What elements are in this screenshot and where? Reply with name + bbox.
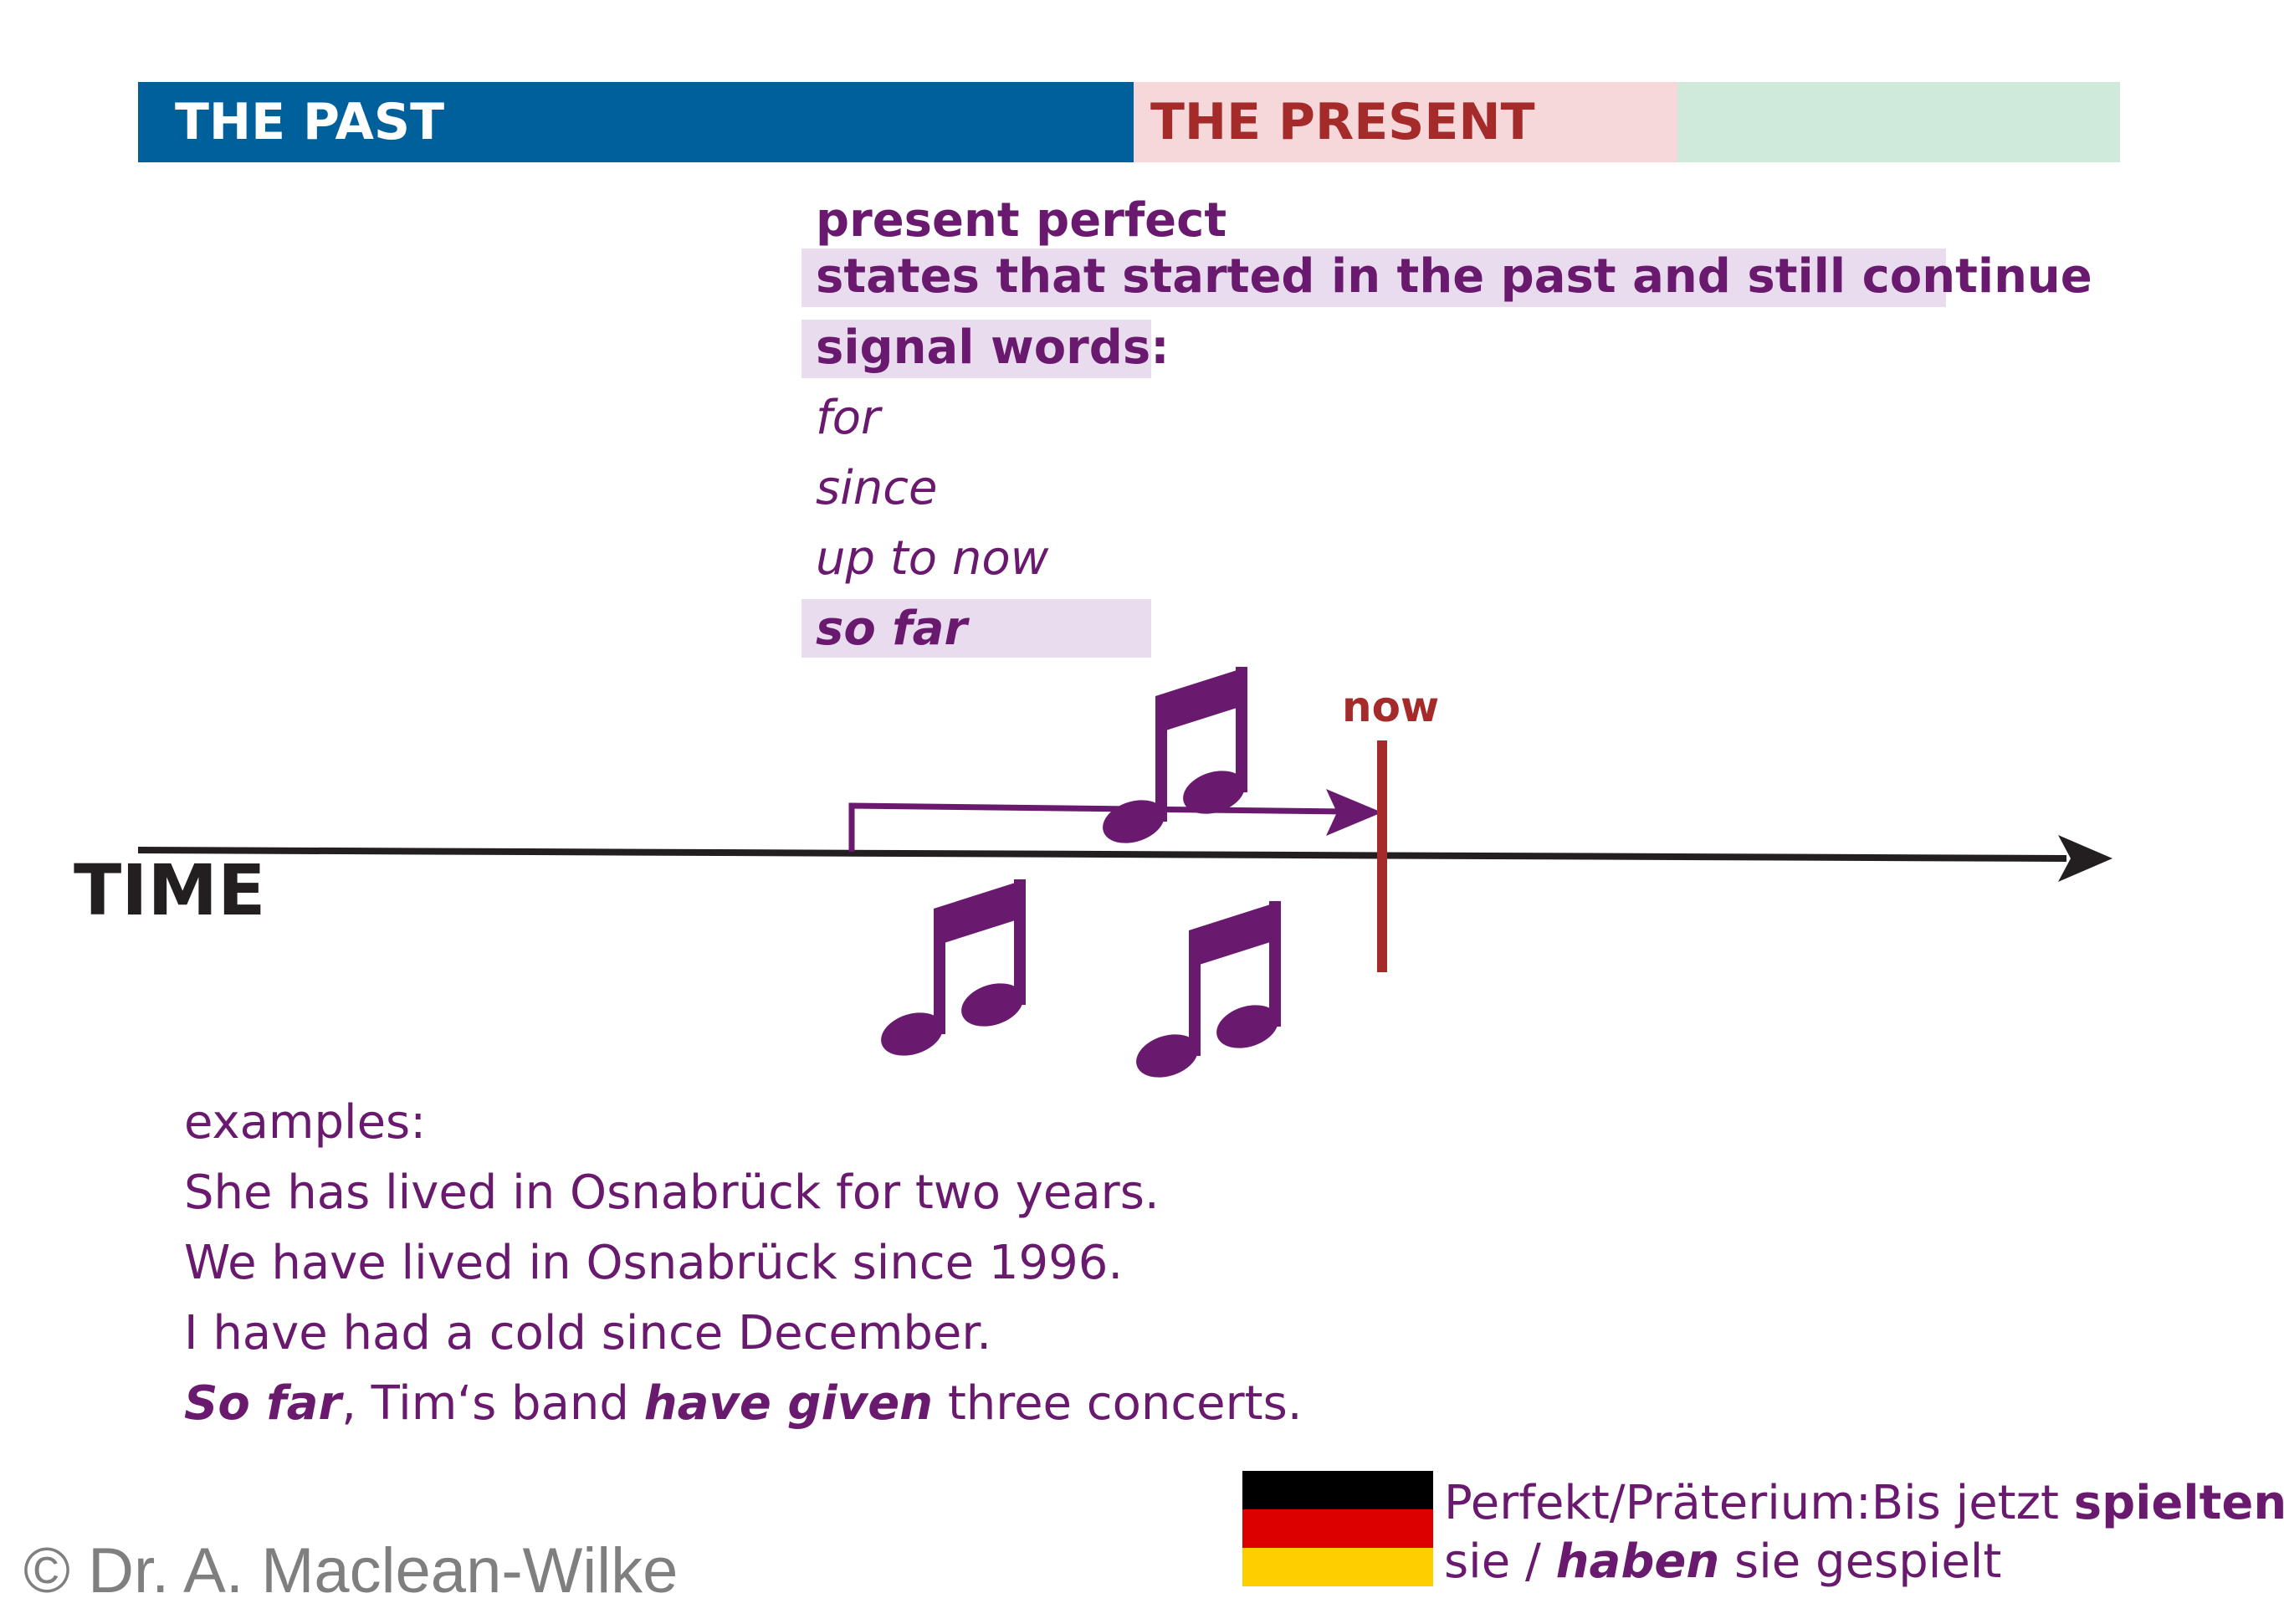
copyright-notice: © Dr. A. Maclean-Wilke (23, 1535, 679, 1606)
example-line: I have had a cold since December. (184, 1306, 992, 1360)
present-label: THE PRESENT (1150, 93, 1535, 151)
german-text: Perfekt/Präterium:Bis jetzt (1444, 1476, 2074, 1530)
german-text: sie / (1444, 1534, 1556, 1589)
german-emphasis: spielten (2073, 1476, 2284, 1530)
future-band (1677, 82, 2120, 162)
time-axis (137, 835, 2112, 882)
now-label: now (1342, 683, 1440, 731)
signal-word: up to now (816, 531, 1049, 586)
tense-name: present perfect (816, 193, 1227, 248)
german-flag-icon (1242, 1471, 1433, 1586)
example-emphasis: So far (184, 1376, 342, 1431)
past-band: THE PAST (138, 82, 1134, 162)
signal-word: since (816, 461, 938, 515)
signal-words-heading: signal words: (816, 320, 1170, 375)
present-band: THE PRESENT (1134, 82, 1677, 162)
german-emphasis: haben (1555, 1534, 1720, 1589)
example-line: So far, Tim‘s band have given three conc… (184, 1369, 1303, 1439)
description-highlight (801, 248, 1946, 307)
german-text: sie gespielt (1719, 1534, 2002, 1589)
example-emphasis: have given (643, 1376, 934, 1431)
so-far-highlight (801, 599, 1151, 658)
music-note-icon (875, 879, 1029, 1063)
example-line: We have lived in Osnabrück since 1996. (184, 1236, 1124, 1290)
german-line: Perfekt/Präterium:Bis jetzt spielten (1444, 1474, 2284, 1533)
music-note-icon (1097, 667, 1251, 851)
duration-arrow (848, 789, 1382, 852)
signal-word-so-far: so far (816, 602, 968, 656)
music-note-icon (1130, 901, 1284, 1085)
past-label: THE PAST (175, 93, 445, 151)
tense-description: states that started in the past and stil… (816, 249, 2092, 304)
time-axis-label: TIME (74, 849, 266, 931)
examples-heading: examples: (184, 1095, 427, 1150)
examples-block: examples: She has lived in Osnabrück for… (184, 1088, 1303, 1439)
signal-heading-highlight (801, 320, 1151, 378)
german-translation: Perfekt/Präterium:Bis jetzt spielten sie… (1444, 1474, 2284, 1591)
example-line: She has lived in Osnabrück for two years… (184, 1165, 1160, 1220)
german-line: sie / haben sie gespielt (1444, 1533, 2284, 1591)
signal-word: for (816, 391, 880, 445)
example-text: three concerts. (933, 1376, 1303, 1431)
example-text: , Tim‘s band (341, 1376, 644, 1431)
